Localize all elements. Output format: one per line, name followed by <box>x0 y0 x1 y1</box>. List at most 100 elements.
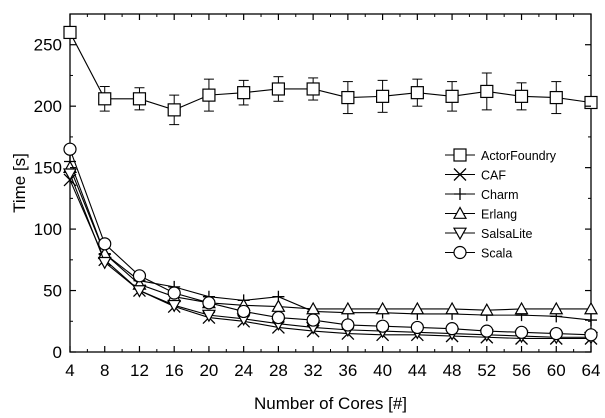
circle-marker <box>202 296 216 310</box>
series-line <box>69 167 591 311</box>
legend-item-salsalite: SalsaLite <box>445 227 532 241</box>
x-tick-label: 12 <box>130 361 149 380</box>
square-marker <box>167 103 181 117</box>
circle-marker <box>410 320 424 335</box>
legend-label: SalsaLite <box>481 227 532 241</box>
circle-marker <box>376 319 390 333</box>
x-tick-label: 52 <box>477 361 496 380</box>
square-marker <box>237 86 251 100</box>
series-scala <box>63 142 598 342</box>
x-tick-label: 20 <box>199 361 218 380</box>
y-axis-ticks: 0 50 100 150 200 250 <box>34 13 591 362</box>
y-tick-label: 200 <box>34 97 62 116</box>
series-layer <box>62 25 599 345</box>
x-marker <box>453 168 467 181</box>
y-tick-label: 250 <box>34 36 62 55</box>
circle-marker <box>341 318 355 332</box>
square-marker <box>410 86 424 100</box>
x-tick-label: 64 <box>582 361 601 380</box>
square-marker <box>63 25 77 40</box>
square-marker <box>514 89 529 103</box>
x-tick-label: 44 <box>408 361 427 380</box>
circle-marker <box>306 313 320 327</box>
x-tick-label: 40 <box>373 361 392 380</box>
x-tick-label: 32 <box>304 361 323 380</box>
legend-label: Erlang <box>481 208 517 222</box>
circle-marker <box>271 310 285 325</box>
triangle-up-marker <box>410 301 425 315</box>
series-actorfoundry <box>63 25 598 126</box>
triangle-up-marker <box>340 301 355 315</box>
circle-marker <box>63 142 77 156</box>
square-marker <box>549 90 563 105</box>
square-marker <box>445 89 459 103</box>
square-marker <box>98 92 112 106</box>
x-tick-label: 24 <box>234 361 253 380</box>
circle-marker <box>514 325 529 339</box>
triangle-up-marker <box>452 206 468 219</box>
plot-area: 4 8 12 16 20 24 28 32 36 40 44 48 52 56 60 64 050100150… <box>34 13 600 380</box>
y-axis-title: Time [s] <box>10 153 29 213</box>
triangle-down-marker <box>201 309 216 323</box>
legend: ActorFoundry CAF Charm Erlang SalsaLite Scala <box>445 148 557 261</box>
x-tick-label: 8 <box>100 361 109 380</box>
triangle-up-marker <box>549 301 564 315</box>
x-tick-label: 16 <box>165 361 184 380</box>
legend-item-scala: Scala <box>445 245 512 261</box>
triangle-up-marker <box>514 301 529 315</box>
y-tick-label: 50 <box>43 282 62 301</box>
circle-marker <box>445 322 459 336</box>
square-marker <box>376 89 390 103</box>
x-tick-label: 36 <box>338 361 357 380</box>
square-marker <box>202 88 216 102</box>
x-tick-label: 48 <box>443 361 462 380</box>
plot-frame <box>69 13 592 353</box>
square-marker <box>341 90 355 105</box>
y-tick-label: 100 <box>34 220 62 239</box>
square-marker <box>271 82 285 96</box>
series-line <box>69 173 591 338</box>
x-tick-label: 60 <box>547 361 566 380</box>
circle-marker <box>453 245 467 260</box>
legend-label: CAF <box>481 169 506 183</box>
series-line <box>69 149 592 336</box>
square-marker <box>306 82 320 96</box>
triangle-down-marker <box>132 285 147 298</box>
y-tick-label: 0 <box>53 343 62 362</box>
triangle-up-marker <box>375 301 390 315</box>
triangle-down-marker <box>62 168 78 182</box>
x-axis-title: Number of Cores [#] <box>254 394 407 413</box>
circle-marker <box>584 328 598 342</box>
triangle-up-marker <box>583 301 599 315</box>
circle-marker <box>237 304 251 319</box>
circle-marker <box>480 324 494 338</box>
series-line <box>69 161 592 321</box>
legend-item-actorfoundry: ActorFoundry <box>445 148 557 163</box>
legend-item-caf: CAF <box>445 168 506 183</box>
x-tick-label: 4 <box>65 361 74 380</box>
circle-marker <box>98 237 112 251</box>
y-tick-label: 150 <box>34 159 62 178</box>
square-marker <box>584 95 598 110</box>
triangle-down-marker <box>167 299 182 313</box>
x-tick-label: 56 <box>512 361 531 380</box>
plus-marker <box>585 314 597 327</box>
triangle-down-marker <box>452 227 468 241</box>
x-tick-label: 28 <box>269 361 288 380</box>
square-marker <box>453 148 467 162</box>
circle-marker <box>132 269 147 283</box>
legend-label: Charm <box>481 188 519 202</box>
circle-marker <box>167 286 181 300</box>
triangle-up-marker <box>445 301 460 315</box>
square-marker <box>480 84 494 99</box>
legend-label: Scala <box>481 247 512 261</box>
plus-marker <box>454 188 466 200</box>
legend-item-charm: Charm <box>445 188 519 202</box>
x-axis-ticks: 4 8 12 16 20 24 28 32 36 40 44 48 52 56 60 64 <box>65 14 600 380</box>
triangle-up-marker <box>479 302 494 316</box>
triangle-down-marker <box>97 256 112 270</box>
series-line <box>69 32 592 111</box>
series-line <box>69 179 591 340</box>
legend-label: ActorFoundry <box>481 149 557 163</box>
